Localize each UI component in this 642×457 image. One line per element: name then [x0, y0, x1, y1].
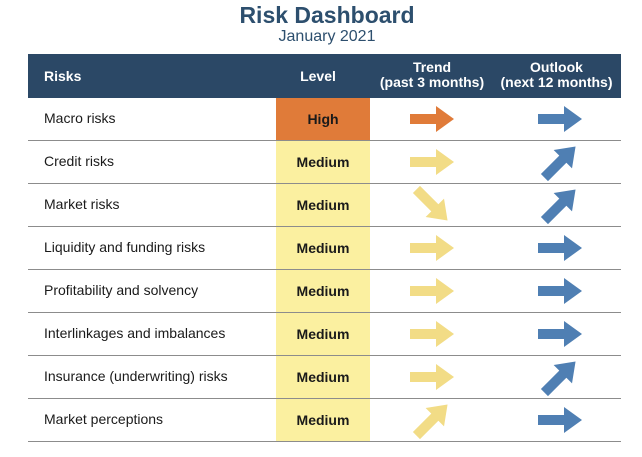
risk-label: Credit risks [44, 153, 115, 169]
header-trend-period: (past 3 months) [379, 74, 485, 90]
trend-right-arrow-icon [410, 148, 456, 176]
table-row: Credit risks Medium [28, 141, 621, 184]
risk-level-badge: Medium [276, 399, 370, 441]
outlook-up-right-arrow-icon [538, 189, 584, 225]
risk-label: Market perceptions [44, 411, 164, 427]
table-row: Macro risks High [28, 98, 621, 141]
page-subtitle: January 2021 [278, 28, 376, 45]
trend-up-right-arrow-icon [410, 404, 456, 440]
table-row: Profitability and solvency Medium [28, 270, 621, 313]
risk-level-badge: High [276, 98, 370, 140]
trend-down-right-arrow-icon [410, 185, 456, 221]
risk-level-badge: Medium [276, 184, 370, 226]
table-row: Liquidity and funding risks Medium [28, 227, 621, 270]
header-level: Level [300, 68, 336, 84]
trend-right-arrow-icon [410, 234, 456, 262]
risk-label: Macro risks [44, 110, 116, 126]
table-row: Market perceptions Medium [28, 399, 621, 442]
header-outlook-period: (next 12 months) [500, 74, 613, 90]
risk-table-body: Macro risks High Credit risks Medium Market … [28, 98, 621, 442]
outlook-right-arrow-icon [538, 406, 584, 434]
risk-label: Interlinkages and imbalances [44, 325, 226, 341]
risk-label: Liquidity and funding risks [44, 239, 206, 255]
risk-label: Profitability and solvency [44, 282, 199, 298]
trend-right-arrow-icon [410, 105, 456, 133]
trend-right-arrow-icon [410, 277, 456, 305]
outlook-up-right-arrow-icon [538, 146, 584, 182]
risk-level-badge: Medium [276, 356, 370, 398]
outlook-right-arrow-icon [538, 105, 584, 133]
trend-right-arrow-icon [410, 320, 456, 348]
table-row: Interlinkages and imbalances Medium [28, 313, 621, 356]
outlook-right-arrow-icon [538, 320, 584, 348]
trend-right-arrow-icon [410, 363, 456, 391]
header-trend-title: Trend [412, 59, 452, 75]
risk-level-badge: Medium [276, 141, 370, 183]
outlook-up-right-arrow-icon [538, 361, 584, 397]
risk-label: Market risks [44, 196, 120, 212]
header-trend: Trend (past 3 months) [371, 60, 493, 90]
header-risks: Risks [44, 68, 82, 84]
outlook-right-arrow-icon [538, 277, 584, 305]
header-outlook: Outlook (next 12 months) [491, 60, 622, 90]
risk-label: Insurance (underwriting) risks [44, 368, 228, 384]
table-row: Insurance (underwriting) risks Medium [28, 356, 621, 399]
outlook-right-arrow-icon [538, 234, 584, 262]
table-header: Risks Level Trend (past 3 months) Outloo… [28, 54, 621, 98]
risk-level-badge: Medium [276, 270, 370, 312]
header-outlook-title: Outlook [530, 59, 583, 75]
risk-level-badge: Medium [276, 313, 370, 355]
risk-level-badge: Medium [276, 227, 370, 269]
page-title: Risk Dashboard [239, 2, 415, 28]
table-row: Market risks Medium [28, 184, 621, 227]
